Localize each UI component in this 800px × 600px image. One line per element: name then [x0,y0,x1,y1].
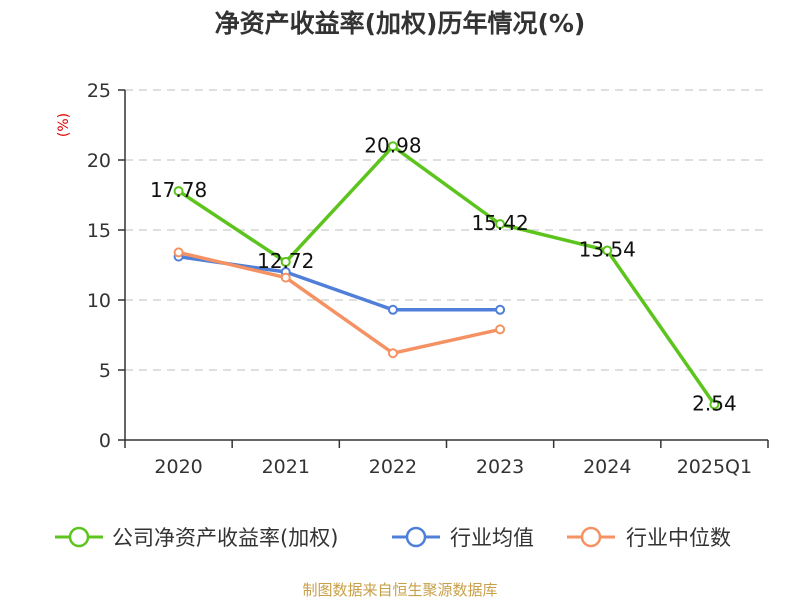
grid-lines [125,89,768,371]
x-tick-label-2021: 2021 [262,456,310,478]
y-tick-label-20: 20 [87,150,111,172]
legend-label-1: 行业均值 [450,526,534,550]
point-s0-2020 [173,186,184,197]
data-label-2025Q1: 2.54 [692,391,737,415]
x-tick-label-2022: 2022 [369,456,417,478]
point-s0-2024 [602,245,613,256]
series-line-0 [177,144,716,406]
y-tick-label-15: 15 [87,220,111,242]
y-axis-label: (%) [56,113,72,137]
point-s2-2020 [173,247,184,258]
x-tick-label-2025Q1: 2025Q1 [677,456,752,478]
legend-marker-0 [68,526,90,548]
data-label-2021: 12.72 [257,249,314,273]
x-tick-label-2023: 2023 [476,456,524,478]
series-line-2 [178,250,501,355]
point-s0-2022 [387,141,398,152]
point-s0-2025Q1 [709,399,720,410]
data-label-2023: 15.42 [471,211,528,235]
chart-title: 净资产收益率(加权)历年情况(%) [214,9,586,38]
axes: 0 5 10 15 20 25 (%) 2020 2021 2022 2023 2024 2025Q1 [56,80,769,478]
point-s1-2023 [495,304,506,315]
point-s1-2022 [387,304,398,315]
data-label-2020: 17.78 [150,178,207,202]
point-s0-2021 [280,256,291,267]
point-s2-2022 [387,348,398,359]
data-label-2024: 13.54 [579,237,636,261]
y-tick-label-0: 0 [99,430,111,452]
legend-marker-2 [580,526,602,548]
legend-label-0: 公司净资产收益率(加权) [112,526,338,550]
y-tick-label-25: 25 [87,80,111,102]
point-s0-2023 [495,219,506,230]
data-label-2022: 20.98 [364,133,421,157]
point-s2-2021 [280,272,291,283]
legend: 公司净资产收益率(加权) 行业均值 行业中位数 [55,526,731,550]
series-group [173,141,720,410]
y-tick-label-10: 10 [87,290,111,312]
legend-label-2: 行业中位数 [626,526,731,550]
point-s2-2023 [495,324,506,335]
x-tick-label-2024: 2024 [583,456,631,478]
y-tick-label-5: 5 [99,360,111,382]
legend-marker-1 [405,526,427,548]
data-labels: 17.78 12.72 20.98 15.42 13.54 2.54 [150,133,737,415]
x-tick-label-2020: 2020 [154,456,202,478]
source-note: 制图数据来自恒生聚源数据库 [302,581,497,599]
